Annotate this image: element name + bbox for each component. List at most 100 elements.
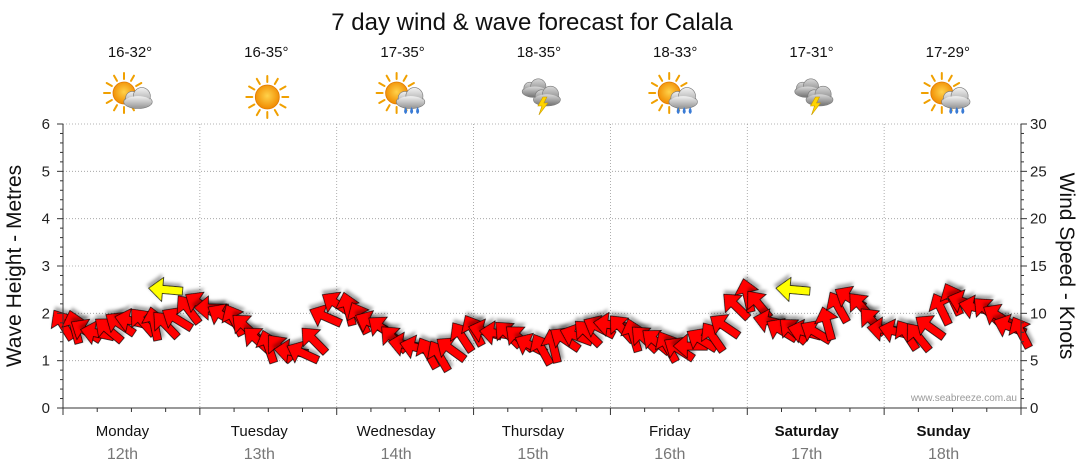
left-y-ticks: 0 1 2 3 4 5 6 [42,116,63,417]
sun-ray [930,74,936,82]
right-tick-label: 20 [1030,211,1047,228]
wind-arrow [95,318,125,345]
day-name-label: Tuesday [231,423,288,440]
day-axis-labels: Monday 12th Tuesday 13th Wednesday 14th Thursd… [62,408,1022,463]
left-axis-title: Wave Height - Metres [3,165,26,367]
wind-arrow [701,322,727,354]
sun-ray [658,74,664,82]
lightning-bolt [809,96,822,116]
day-temperature: 18-33° [653,44,697,61]
day-date-label: 13th [244,446,275,463]
left-tick-label: 0 [42,400,50,417]
daily-forecast-header: 16-32° 16-35° 17-35° 18-35° 18-33° 17-31° 17-2… [103,44,971,119]
partly-cloudy-icon [103,72,153,114]
partly-cloudy-showers-icon [920,72,971,114]
right-tick-label: 5 [1030,353,1038,370]
wind-arrow [450,322,476,354]
sun-ray [113,104,118,112]
rain-drop [688,107,692,114]
sun-ray [407,82,415,87]
sun-ray [279,85,287,91]
left-tick-label: 4 [42,211,50,228]
wind-arrow [162,307,195,333]
day-date-label: 18th [928,446,959,463]
day-name-label: Saturday [775,423,840,440]
partly-cloudy-showers-icon [648,72,698,114]
lightning-bolt [537,96,549,116]
sun-ray [658,104,664,112]
sun-disc [254,84,280,110]
day-name-label: Monday [96,423,150,440]
left-tick-label: 6 [42,116,50,133]
sun-ray [255,77,261,86]
wind-arrow [915,315,947,341]
cloud-shape [668,87,698,109]
wind-arrow [301,327,330,356]
left-tick-label: 2 [42,305,50,322]
wind-arrow [814,306,839,342]
sun-ray [105,82,113,87]
rain-drop [410,107,414,114]
sun-ray [105,99,113,104]
sun-ray [113,74,118,82]
day-date-label: 16th [654,446,685,463]
wind-arrow [153,312,181,341]
rain-drop [416,107,420,114]
wind-arrow-series [50,276,1033,374]
sun-ray [930,104,936,112]
day-temperature: 16-35° [244,44,288,61]
day-temperature: 17-35° [380,44,424,61]
day-date-label: 17th [791,446,822,463]
wind-arrow-light [775,276,811,303]
wind-arrow [906,323,933,354]
sun-ray [248,85,256,91]
cloud-shape [941,87,971,109]
day-date-label: 14th [381,446,412,463]
rain-drop [404,107,408,114]
sun-ray [923,82,931,87]
cloud-shape [396,87,426,109]
sun-ray [255,108,261,117]
right-tick-label: 10 [1030,305,1047,322]
sun-ray [675,74,681,82]
sun-ray [378,99,386,104]
sun-ray [279,103,287,109]
cloud-shape [123,87,153,109]
sun-ray [923,99,931,104]
sun-ray [385,74,391,82]
right-tick-label: 30 [1030,116,1047,133]
wind-arrow [436,337,468,364]
left-tick-label: 3 [42,258,50,275]
rain-drop [949,107,953,114]
day-name-label: Wednesday [357,423,436,440]
day-temperature: 17-29° [926,44,970,61]
sun-ray [273,108,279,117]
sun-ray [650,99,659,104]
right-tick-label: 0 [1030,400,1038,417]
sun-ray [952,82,961,87]
day-name-label: Thursday [502,423,565,440]
wind-arrow [309,303,343,328]
sun-ray [273,77,279,86]
right-tick-label: 15 [1030,258,1047,275]
rain-drop [955,107,959,114]
left-tick-label: 1 [42,353,50,370]
plot-frame [63,124,1021,408]
sun-ray [402,74,408,82]
sun-ray [135,82,143,87]
right-axis-title: Wind Speed - Knots [1055,173,1078,360]
day-date-label: 12th [107,446,138,463]
sun-ray [378,82,386,87]
right-tick-label: 25 [1030,163,1047,180]
rain-drop [961,107,965,114]
thunderstorm-icon [521,78,561,116]
sun-ray [947,74,953,82]
wind-arrow [286,340,321,365]
day-temperature: 16-32° [108,44,152,61]
sun-ray [130,74,135,82]
sun-ray [248,103,256,109]
partly-cloudy-showers-icon [375,72,426,114]
wind-arrow [709,314,742,340]
grid [63,123,1021,408]
